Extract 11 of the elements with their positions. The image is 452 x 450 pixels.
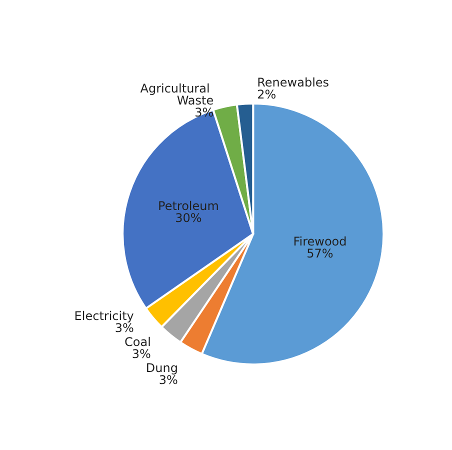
data-label: 57% — [306, 246, 334, 261]
slice-label: Coal — [124, 334, 151, 349]
slice-label: Firewood — [293, 234, 347, 249]
slice-label: Petroleum — [158, 199, 219, 214]
slice-label: Dung — [146, 360, 178, 375]
data-label: 2% — [257, 88, 276, 102]
slice-label: Agricultural Waste — [140, 82, 214, 108]
data-label: 3% — [132, 346, 151, 361]
data-label: 30% — [175, 211, 202, 226]
slice-label: Electricity — [74, 308, 134, 323]
slice-label: Renewables — [257, 76, 330, 90]
